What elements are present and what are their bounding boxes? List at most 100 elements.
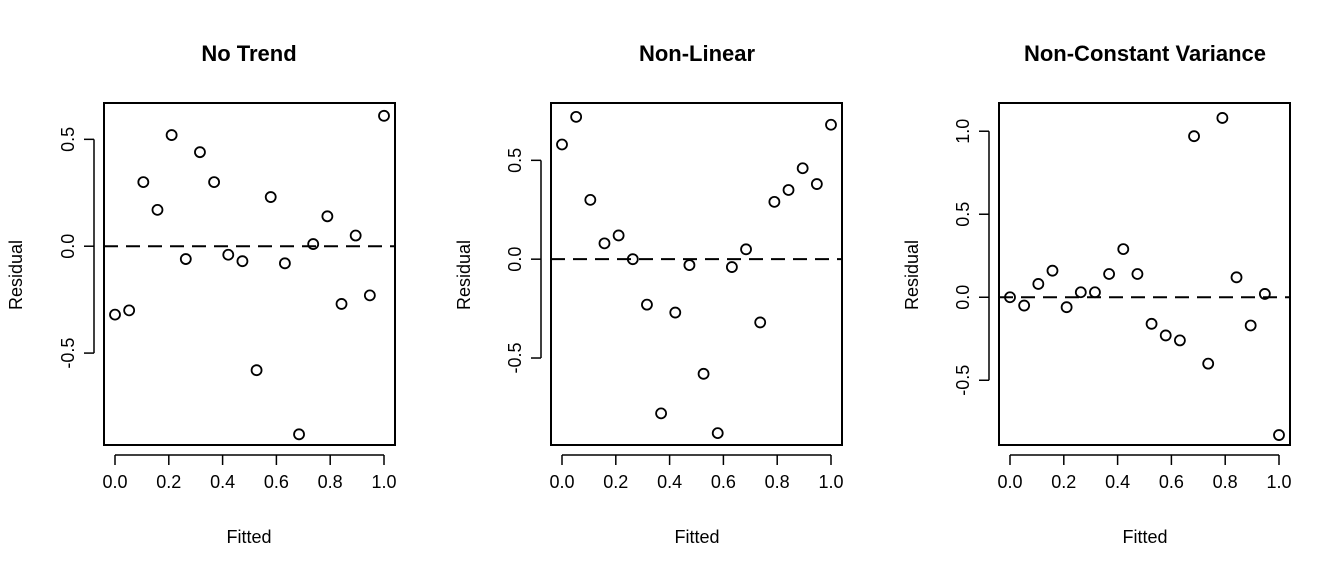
x-tick-label: 0.4 [1105, 472, 1130, 492]
data-point [1202, 357, 1215, 370]
y-tick-label: -0.5 [505, 343, 525, 374]
data-point [137, 176, 150, 188]
panel-non-constant-variance: Non-Constant Variance Fitted Residual 0.… [902, 41, 1292, 547]
data-point [796, 162, 809, 175]
x-tick-label: 1.0 [371, 472, 396, 492]
data-point [556, 138, 568, 151]
y-axis-label: Residual [454, 240, 474, 310]
data-point [1060, 301, 1073, 314]
panel-no-trend: No Trend Fitted Residual 0.0 0.2 0.4 0.6 0.8… [6, 41, 397, 547]
data-point [711, 427, 724, 440]
x-tick-label: 0.0 [997, 472, 1022, 492]
data-point [1131, 268, 1144, 280]
x-tick-label: 0.6 [711, 472, 736, 492]
x-tick-label: 1.0 [818, 472, 843, 492]
x-tick-label: 0.2 [603, 472, 628, 492]
x-tick-label: 0.2 [156, 472, 181, 492]
data-point [612, 229, 625, 242]
chart-title: Non-Constant Variance [1024, 41, 1266, 66]
data-point [1145, 317, 1158, 330]
data-point [1018, 299, 1031, 312]
y-tick-label: 0.0 [953, 285, 973, 310]
data-point [109, 308, 121, 321]
data-point [208, 176, 220, 188]
x-tick-label: 0.4 [657, 472, 682, 492]
y-tick-label: 1.0 [953, 119, 973, 144]
y-tick-label: -0.5 [953, 365, 973, 396]
data-point [1159, 329, 1172, 342]
data-point [179, 253, 192, 265]
data-point [726, 261, 738, 273]
x-tick-label: 0.4 [210, 472, 235, 492]
data-point [151, 203, 164, 216]
data-point [1004, 291, 1016, 304]
x-tick-label: 0.8 [765, 472, 790, 492]
chart-title: No Trend [201, 41, 296, 66]
y-tick-label: 0.0 [58, 234, 78, 259]
data-point [1046, 264, 1059, 277]
data-point [825, 118, 837, 131]
data-point [598, 237, 611, 250]
data-point [1188, 130, 1200, 143]
data-point [754, 316, 767, 329]
data-point [1103, 268, 1115, 280]
y-tick-label: 0.5 [505, 148, 525, 173]
data-point [279, 257, 291, 270]
data-point [307, 238, 320, 250]
data-point [293, 428, 305, 441]
data-point [222, 248, 235, 261]
data-point [697, 367, 710, 380]
data-point [1244, 319, 1257, 332]
data-point [683, 259, 696, 272]
x-axis-label: Fitted [1122, 527, 1167, 547]
data-point [570, 110, 583, 123]
x-tick-label: 0.8 [1213, 472, 1238, 492]
plot-frame [550, 102, 843, 446]
data-point [740, 243, 752, 256]
data-point [165, 129, 178, 141]
data-point [626, 253, 639, 266]
data-point [1258, 288, 1271, 300]
data-point [1089, 286, 1101, 299]
y-axis-label: Residual [902, 240, 922, 310]
data-point [1074, 286, 1087, 299]
data-point [782, 184, 795, 196]
y-tick-label: 0.5 [58, 127, 78, 152]
data-point [335, 298, 348, 310]
data-point [1216, 112, 1229, 124]
data-point [123, 304, 136, 317]
y-tick-label: 0.0 [505, 247, 525, 272]
data-point [194, 146, 206, 159]
plot-frame [103, 102, 396, 446]
x-tick-label: 0.0 [102, 472, 127, 492]
x-axis-label: Fitted [226, 527, 271, 547]
x-tick-label: 0.6 [1159, 472, 1184, 492]
x-tick-label: 1.0 [1266, 472, 1291, 492]
y-tick-label: -0.5 [58, 338, 78, 369]
data-point [363, 289, 376, 302]
data-point [810, 178, 823, 190]
x-tick-label: 0.2 [1051, 472, 1076, 492]
data-point [669, 306, 682, 319]
plot-frame [998, 102, 1291, 446]
y-axis-label: Residual [6, 240, 26, 310]
x-axis-label: Fitted [674, 527, 719, 547]
x-tick-label: 0.6 [264, 472, 289, 492]
chart-title: Non-Linear [639, 41, 756, 66]
data-point [1032, 278, 1045, 290]
data-point [378, 109, 390, 122]
data-point [349, 229, 362, 242]
data-point [1117, 243, 1130, 255]
data-point [236, 255, 249, 268]
data-point [250, 364, 263, 377]
x-tick-label: 0.8 [318, 472, 343, 492]
x-tick-label: 0.0 [549, 472, 574, 492]
data-point [1230, 271, 1243, 284]
data-point [321, 210, 334, 223]
y-tick-label: 0.5 [953, 202, 973, 227]
data-point [584, 193, 597, 206]
data-point [641, 298, 653, 311]
data-point [1174, 334, 1186, 347]
data-point [655, 407, 667, 420]
